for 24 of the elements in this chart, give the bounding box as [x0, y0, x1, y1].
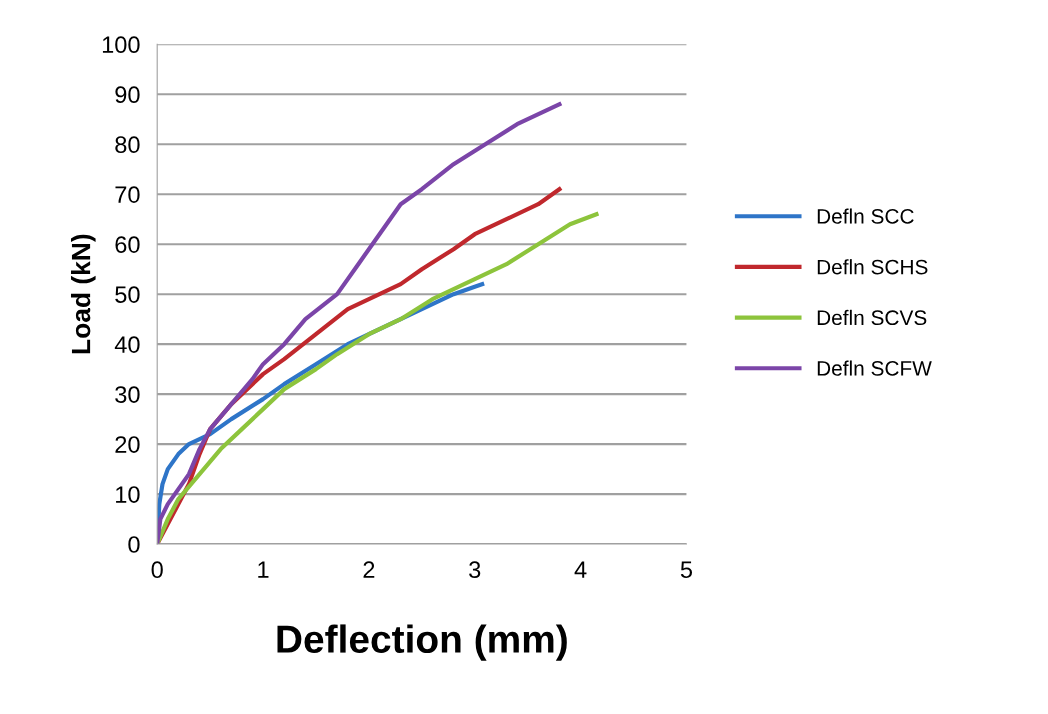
x-tick-label: 4 [574, 561, 587, 578]
legend-label: Defln SCC [817, 208, 914, 224]
y-tick-label: 70 [115, 186, 140, 203]
x-tick-label: 3 [469, 561, 481, 579]
y-tick-label: 80 [115, 136, 140, 154]
x-axis-title: Deflection (mm) [277, 624, 567, 661]
y-tick-label: 0 [128, 536, 140, 553]
legend-label: Defln SCFW [817, 360, 932, 376]
x-tick-label: 5 [680, 561, 693, 579]
y-tick-label: 20 [115, 436, 140, 453]
legend-label: Defln SCHS [817, 259, 928, 275]
y-tick-label: 90 [115, 86, 140, 104]
line-series [157, 102, 562, 545]
y-tick-label: 50 [115, 286, 140, 303]
y-tick-label: 10 [116, 486, 140, 503]
y-tick-label: 60 [115, 236, 140, 253]
y-tick-label: 100 [102, 36, 140, 54]
x-tick-label: 1 [258, 561, 269, 578]
y-tick-label: 40 [114, 336, 140, 353]
y-tick-label: 30 [115, 386, 140, 403]
y-axis-title: Load (kN) [70, 234, 96, 354]
x-tick-label: 2 [363, 561, 375, 578]
legend-label: Defln SCVS [817, 309, 927, 326]
x-tick-label: 0 [151, 561, 163, 579]
